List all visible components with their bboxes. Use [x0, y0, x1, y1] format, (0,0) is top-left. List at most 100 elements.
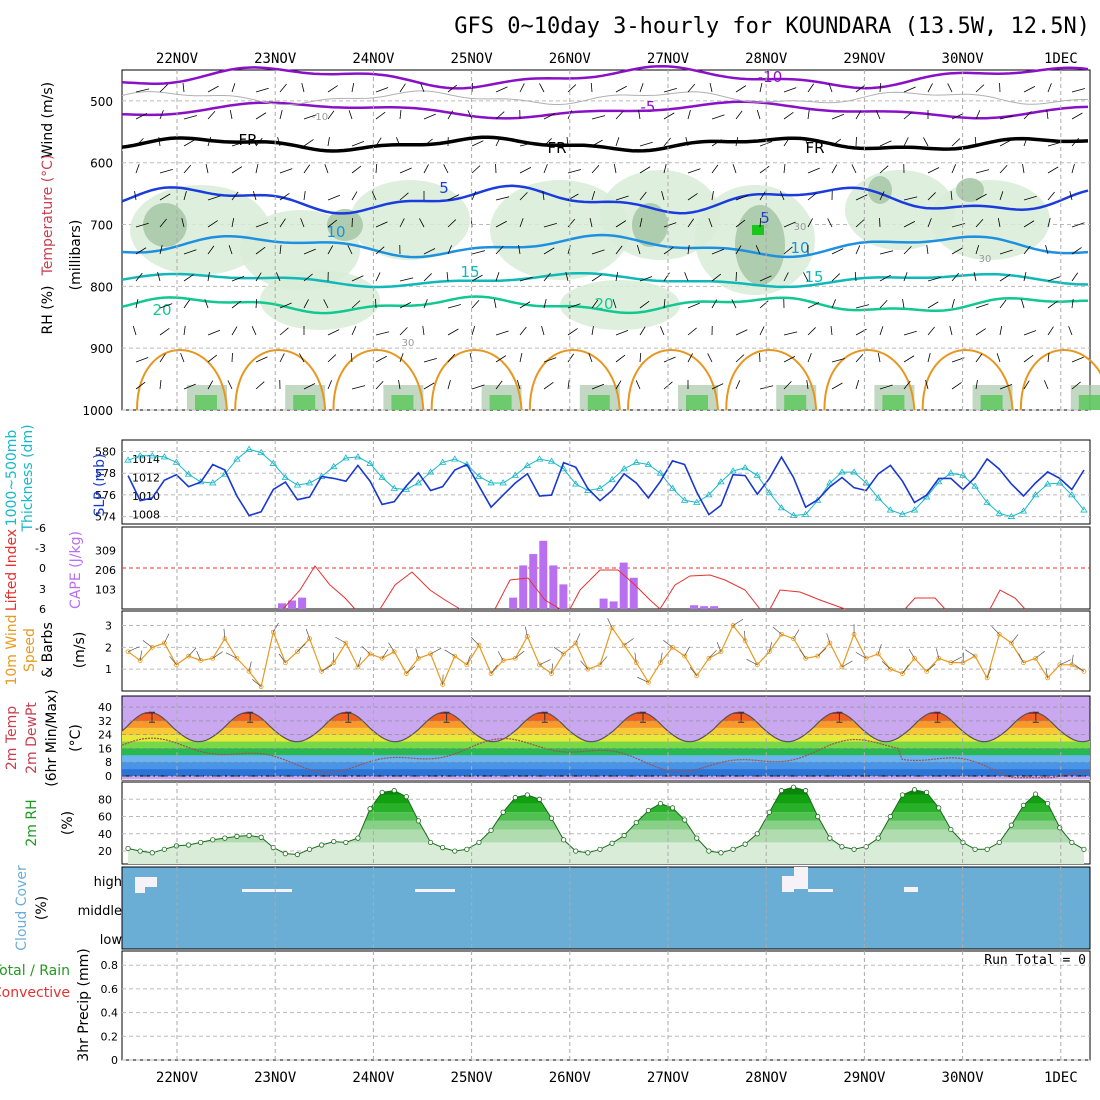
wind-label: Wind (m/s)	[40, 82, 56, 158]
wind-barb	[447, 380, 451, 390]
wind-speed-point	[524, 634, 530, 639]
rh-tick-label: 20	[98, 845, 112, 858]
wind-barb	[687, 327, 697, 336]
thickness-point	[789, 511, 798, 518]
wind-barb-10m	[826, 633, 831, 644]
isotherm-label: 20	[594, 295, 613, 313]
wind-barb	[375, 246, 385, 255]
wind-speed-point	[367, 651, 373, 657]
wind-barb	[1071, 381, 1081, 390]
thickness-point	[765, 488, 774, 496]
wind-barb-10m	[305, 628, 310, 639]
wind-barb	[423, 248, 436, 255]
li-line	[904, 597, 946, 610]
cloud-gap	[782, 876, 794, 892]
rh-point	[911, 787, 918, 793]
isotherm-label: 10	[326, 223, 345, 241]
wind-barb	[663, 356, 676, 363]
precip-label: 3hr Precip (mm)	[76, 948, 92, 1061]
wind-barb	[711, 114, 725, 120]
wind-barb	[207, 245, 215, 255]
top-date-label: 27NOV	[647, 51, 690, 67]
thickness-point	[717, 478, 725, 485]
wind-barb	[543, 272, 551, 282]
rh-point	[790, 784, 797, 790]
wind-barb	[663, 137, 671, 147]
slp-tick-label: 1012	[132, 471, 160, 484]
wind-barb-10m	[252, 679, 262, 687]
wind-barb	[255, 87, 269, 93]
wind-barb-10m	[877, 644, 882, 655]
wind-barb	[567, 379, 570, 390]
wind-speed-point	[319, 668, 325, 674]
wind-barb	[831, 164, 838, 174]
wind-barb	[711, 139, 722, 147]
cloud-gap	[145, 877, 157, 887]
wind-barb	[159, 303, 173, 309]
wind-barb	[231, 83, 236, 93]
wind-barb	[759, 83, 763, 93]
li-line	[989, 589, 1026, 610]
top-date-label: 29NOV	[843, 51, 886, 67]
cape-bar	[529, 554, 538, 609]
rh-point	[742, 841, 748, 847]
wind-barb	[207, 271, 210, 282]
wind-barb	[759, 326, 765, 336]
wind-barb	[1071, 247, 1082, 255]
rh-point	[1069, 839, 1075, 846]
wind-barb	[879, 326, 884, 336]
wind-speed-point	[258, 684, 264, 690]
cloud-cover-panel: high middle low	[78, 866, 1091, 950]
wind-barb	[639, 83, 644, 93]
wind-barb	[183, 164, 192, 174]
wind-barb	[855, 110, 862, 120]
wind-tick-label: 2	[105, 641, 112, 654]
cape-bar	[559, 584, 568, 609]
wind-barb-10m	[272, 622, 279, 633]
wind-barb	[975, 303, 989, 309]
wind-barb	[1071, 137, 1080, 147]
rh-point	[258, 834, 264, 840]
wind-barb	[732, 164, 737, 174]
wind-barb	[759, 300, 769, 309]
wind-barb	[255, 272, 262, 282]
cape-tick-label: 206	[95, 564, 116, 577]
wind-speed-point	[379, 655, 385, 661]
thickness-point	[644, 460, 653, 467]
wind-barb	[827, 218, 833, 228]
wind-barb	[443, 164, 449, 174]
wind-barb-10m	[470, 636, 480, 646]
rh-shade-area	[490, 180, 630, 280]
wind-barb	[755, 245, 761, 255]
cape-bar	[710, 606, 719, 609]
wind-barb	[639, 352, 642, 363]
wind-barb	[447, 110, 454, 120]
rh-point	[839, 844, 845, 850]
wind-speed-point	[1057, 662, 1063, 668]
wind-barb	[879, 165, 889, 174]
rh-point	[1020, 802, 1027, 808]
wind-barb	[661, 191, 665, 201]
cloud-level-label: high	[94, 875, 122, 890]
wind-barb	[997, 217, 1001, 228]
wind-barb	[423, 357, 437, 363]
rh-point	[803, 788, 809, 794]
wind-speed-point	[621, 642, 627, 648]
thickness-point	[777, 504, 786, 511]
slp-label: SLP (mb)	[92, 453, 108, 516]
wind-barb	[276, 272, 281, 282]
wind-barb	[543, 113, 556, 120]
axis-labels: Wind (m/s)Temperature (°C) RH (%) (milliba…	[0, 82, 108, 1062]
wind-speed-point	[984, 675, 990, 681]
wind-barb	[135, 272, 143, 282]
rh-point	[452, 848, 458, 854]
wind-barb	[783, 87, 797, 93]
wind-barb	[471, 326, 476, 336]
precip-panel: 0 0.2 0.4 0.6 0.8 Run Total = 0	[101, 950, 1091, 1067]
wind-speed-point	[863, 655, 869, 661]
wind-barb	[1023, 330, 1037, 336]
precip-total-label: Total / Rain	[0, 963, 70, 979]
cloud-level-label: low	[100, 933, 123, 948]
rh-point	[149, 850, 155, 856]
wind-barb	[375, 87, 389, 93]
